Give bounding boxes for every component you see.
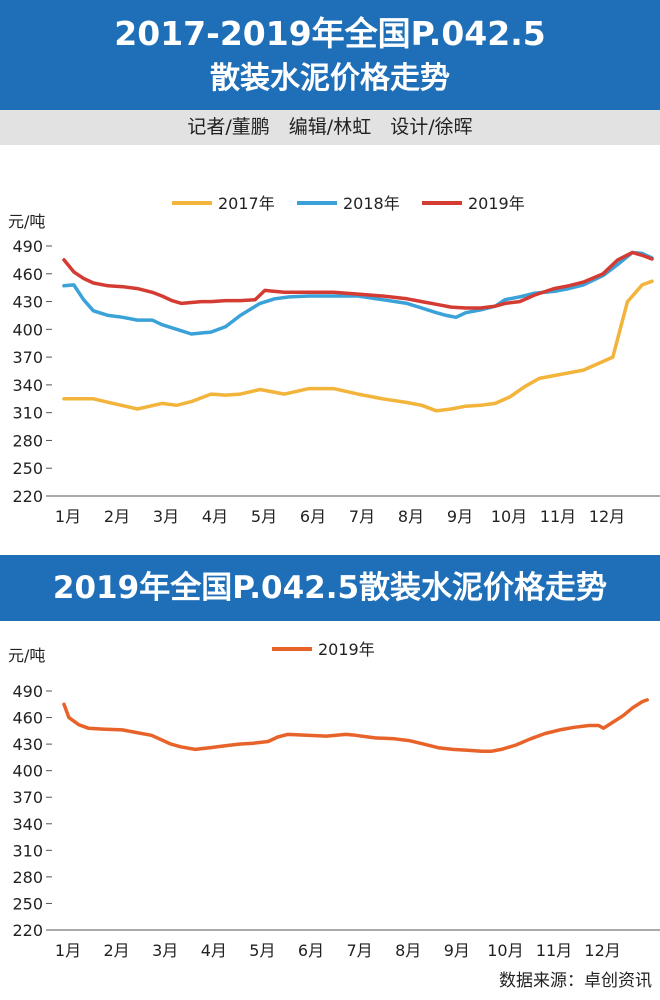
legend-label: 2019年 bbox=[468, 194, 525, 213]
x-tick-label: 9月 bbox=[444, 941, 470, 960]
y-tick-label: 250 bbox=[12, 459, 43, 478]
legend-label: 2019年 bbox=[318, 640, 375, 659]
chart-2017-2019: 元/吨 220 250 280 310 340 370 400 430 460 490 1月 2月 3月 4… bbox=[8, 194, 660, 526]
y-tick-label: 310 bbox=[12, 404, 43, 423]
y-tick-label: 280 bbox=[12, 431, 43, 450]
y-tick-label: 280 bbox=[12, 868, 43, 887]
y-tick-label: 340 bbox=[12, 815, 43, 834]
series-line bbox=[62, 250, 654, 336]
data-source: 数据来源：卓创资讯 bbox=[499, 971, 652, 991]
y-tick-label: 220 bbox=[12, 921, 43, 940]
x-tick-label: 3月 bbox=[153, 507, 179, 526]
y-unit-label: 元/吨 bbox=[8, 646, 45, 665]
second-title: 2019年全国P.042.5散装水泥价格走势 bbox=[52, 570, 608, 606]
y-tick-label: 340 bbox=[12, 376, 43, 395]
x-tick-label: 1月 bbox=[55, 507, 81, 526]
y-tick-label: 370 bbox=[12, 348, 43, 367]
legend-label: 2018年 bbox=[343, 194, 400, 213]
x-tick-label: 3月 bbox=[152, 941, 178, 960]
x-tick-label: 12月 bbox=[584, 941, 620, 960]
y-unit-label: 元/吨 bbox=[8, 212, 45, 231]
x-tick-label: 5月 bbox=[249, 941, 275, 960]
series-line bbox=[62, 279, 654, 413]
legend-label: 2017年 bbox=[218, 194, 275, 213]
x-tick-label: 4月 bbox=[202, 507, 228, 526]
x-tick-label: 11月 bbox=[536, 941, 572, 960]
y-tick-label: 400 bbox=[12, 762, 43, 781]
y-tick-label: 460 bbox=[12, 265, 43, 284]
x-tick-label: 6月 bbox=[300, 507, 326, 526]
x-tick-label: 10月 bbox=[491, 507, 527, 526]
second-title-banner: 2019年全国P.042.5散装水泥价格走势 bbox=[0, 555, 660, 621]
chart-2019: 元/吨 220 250 280 310 340 370 400 430 460 490 1月 2月 3月 4… bbox=[8, 640, 660, 960]
x-tick-label: 7月 bbox=[347, 941, 373, 960]
y-tick-label: 220 bbox=[12, 487, 43, 506]
y-tick-label: 400 bbox=[12, 320, 43, 339]
y-tick-label: 490 bbox=[12, 682, 43, 701]
y-tick-label: 430 bbox=[12, 293, 43, 312]
x-tick-label: 12月 bbox=[589, 507, 625, 526]
title-line-1: 2017-2019年全国P.042.5 bbox=[114, 14, 546, 53]
x-tick-label: 8月 bbox=[395, 941, 421, 960]
x-tick-label: 2月 bbox=[104, 941, 130, 960]
x-tick-label: 4月 bbox=[201, 941, 227, 960]
x-tick-label: 8月 bbox=[398, 507, 424, 526]
x-tick-label: 11月 bbox=[540, 507, 576, 526]
x-tick-label: 7月 bbox=[349, 507, 375, 526]
y-tick-label: 310 bbox=[12, 841, 43, 860]
top-title-banner: 2017-2019年全国P.042.5 散装水泥价格走势 bbox=[0, 0, 660, 110]
series-line bbox=[62, 250, 654, 310]
credits-bar: 记者/董鹏 编辑/林虹 设计/徐晖 bbox=[0, 110, 660, 145]
x-tick-label: 10月 bbox=[487, 941, 523, 960]
x-tick-label: 9月 bbox=[447, 507, 473, 526]
x-tick-label: 2月 bbox=[104, 507, 130, 526]
x-tick-label: 6月 bbox=[298, 941, 324, 960]
x-tick-label: 1月 bbox=[55, 941, 81, 960]
title-line-2: 散装水泥价格走势 bbox=[210, 61, 450, 96]
y-tick-label: 490 bbox=[12, 237, 43, 256]
series-line bbox=[62, 698, 649, 753]
y-tick-label: 370 bbox=[12, 788, 43, 807]
y-tick-label: 250 bbox=[12, 894, 43, 913]
y-tick-label: 460 bbox=[12, 709, 43, 728]
y-tick-label: 430 bbox=[12, 735, 43, 754]
x-tick-label: 5月 bbox=[251, 507, 277, 526]
